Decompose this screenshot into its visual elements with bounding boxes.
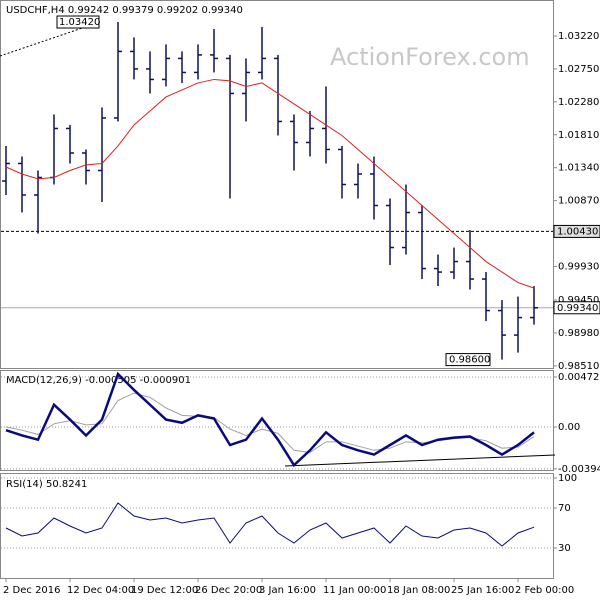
signal-line bbox=[5, 392, 535, 453]
x-tick-label: 11 Jan 00:00 bbox=[323, 585, 386, 596]
y-tick-label: 0.00 bbox=[558, 422, 580, 433]
x-tick-label: 2 Dec 2016 bbox=[3, 585, 61, 596]
x-tick-label: 12 Dec 04:00 bbox=[67, 585, 134, 596]
level-box bbox=[553, 224, 600, 238]
x-tick-label: 19 Dec 12:00 bbox=[131, 585, 198, 596]
y-tick-label: 30 bbox=[558, 543, 571, 554]
moving-average bbox=[5, 78, 535, 289]
x-tick-label: 2 Feb 00:00 bbox=[515, 585, 574, 596]
y-tick-label: 1.00870 bbox=[558, 196, 599, 207]
high-box bbox=[56, 15, 100, 29]
price-title: USDCHF,H4 0.99242 0.99379 0.99202 0.9934… bbox=[6, 5, 243, 16]
watermark: ActionForex.com bbox=[330, 43, 530, 71]
y-tick-label: 0.98510 bbox=[558, 361, 599, 372]
rsi-panel bbox=[0, 473, 554, 579]
macd-trend-line bbox=[284, 454, 556, 467]
macd-line bbox=[5, 371, 535, 468]
y-tick-label: 70 bbox=[558, 503, 571, 514]
x-tick-label: 25 Jan 16:00 bbox=[451, 585, 514, 596]
high-label: 1.03420 bbox=[59, 17, 100, 28]
y-tick-label: 0.99930 bbox=[558, 261, 599, 272]
y-tick-label: 100 bbox=[558, 473, 577, 484]
x-tick-label: 18 Jan 08:00 bbox=[387, 585, 450, 596]
y-tick-label: 0.99450 bbox=[558, 295, 599, 306]
low-box bbox=[445, 353, 491, 367]
macd-title: MACD(12,26,9) -0.000505 -0.000901 bbox=[6, 375, 191, 386]
level-label: 1.00430 bbox=[557, 226, 598, 237]
y-tick-label: 1.02750 bbox=[558, 64, 599, 75]
y-tick-label: 0.98980 bbox=[558, 328, 599, 339]
last-price-label: 0.99340 bbox=[557, 303, 598, 314]
y-tick-label: 1.02280 bbox=[558, 97, 599, 108]
x-tick-label: 3 Jan 16:00 bbox=[259, 585, 316, 596]
y-tick-label: 1.01810 bbox=[558, 130, 599, 141]
x-tick-label: 26 Dec 20:00 bbox=[195, 585, 262, 596]
low-label: 0.98600 bbox=[449, 355, 490, 366]
macd-panel bbox=[0, 370, 554, 471]
y-tick-label: 1.03220 bbox=[558, 31, 599, 42]
rsi-title: RSI(14) 50.8241 bbox=[6, 479, 87, 490]
y-tick-label: 0.004721 bbox=[558, 372, 600, 383]
y-tick-label: -0.003949 bbox=[558, 464, 600, 475]
price-panel bbox=[0, 0, 554, 369]
last-price-box bbox=[553, 301, 600, 315]
rsi-line bbox=[5, 502, 535, 547]
y-tick-label: 1.01340 bbox=[558, 163, 599, 174]
